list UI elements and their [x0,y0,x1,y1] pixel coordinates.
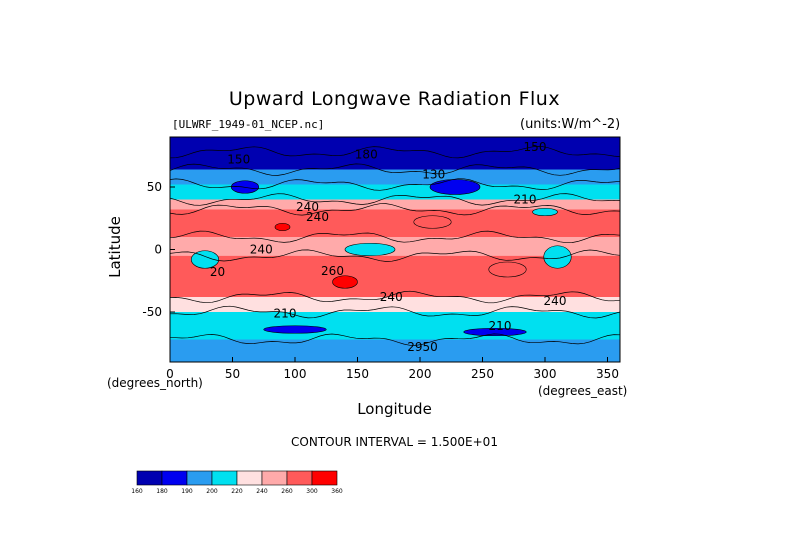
x-tick-label: 200 [409,367,432,381]
colorbar-swatch [137,471,162,485]
colorbar-label: 160 [131,488,143,495]
colorbar: 160 180 190 200 220 240 260 300 360 [131,471,343,495]
colorbar-label: 180 [156,488,168,495]
field-patch [414,216,452,229]
colorbar-swatch [162,471,187,485]
colorbar-label: 220 [231,488,243,495]
colorbar-label: 240 [256,488,268,495]
contour-label: 240 [306,210,329,224]
y-tick-label: -50 [142,305,162,319]
contour-label: 260 [321,264,344,278]
contour-label: 240 [544,294,567,308]
colorbar-swatch [262,471,287,485]
contour-label: 210 [489,319,512,333]
field-patch [275,223,290,231]
colorbar-label: 190 [181,488,193,495]
colorbar-swatch [187,471,212,485]
colorbar-swatch [212,471,237,485]
field-patch [533,208,558,216]
field-patch [345,243,395,256]
x-tick-label: 100 [284,367,307,381]
chart-canvas: 0 50 100 150 200 250 300 350 50 0 -50 150 150 180 13… [0,0,789,558]
x-tick-label: 250 [471,367,494,381]
y-tick-label: 0 [154,243,162,257]
contour-label: 240 [250,243,273,257]
field-band [170,312,620,340]
colorbar-label: 200 [206,488,218,495]
contour-label: 150 [524,140,547,154]
flux-field [170,137,620,362]
x-tick-label: 300 [534,367,557,381]
contour-label: 130 [422,168,445,182]
field-band [170,200,620,210]
contour-label: 2950 [407,340,438,354]
x-tick-label: 350 [596,367,619,381]
contour-label: 20 [210,265,225,279]
x-tick-label: 50 [225,367,240,381]
field-patch [264,326,327,334]
field-band [170,340,620,363]
contour-label: 210 [274,306,297,320]
x-tick-label: 150 [346,367,369,381]
contour-label: 180 [355,148,378,162]
x-tick-label: 0 [166,367,174,381]
contour-label: 150 [227,153,250,167]
field-patch [489,262,527,277]
y-tick-label: 50 [147,180,162,194]
field-patch [430,180,480,195]
colorbar-swatch [312,471,337,485]
colorbar-label: 260 [281,488,293,495]
colorbar-swatch [237,471,262,485]
colorbar-label: 300 [306,488,318,495]
contour-label: 240 [380,290,403,304]
field-patch [544,246,572,269]
colorbar-label: 360 [331,488,343,495]
colorbar-swatch [287,471,312,485]
contour-label: 210 [514,193,537,207]
